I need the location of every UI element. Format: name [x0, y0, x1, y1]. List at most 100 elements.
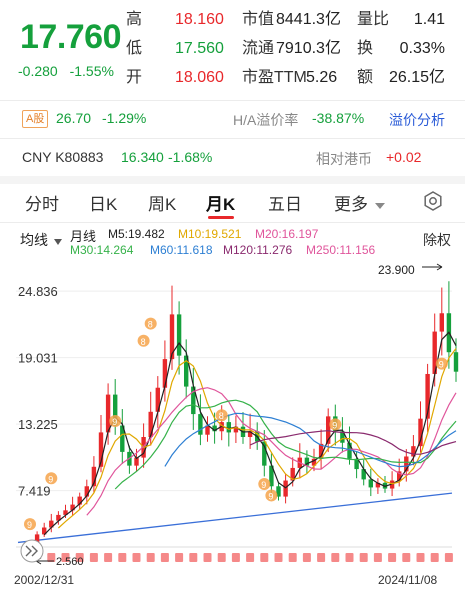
- ma120-value: M120:11.276: [223, 243, 293, 257]
- section-gap: [0, 176, 465, 184]
- bottom-marker: [189, 553, 198, 562]
- high-label: 高: [126, 11, 143, 28]
- bottom-marker: [217, 553, 226, 562]
- candle-body: [283, 480, 288, 497]
- tab-weekly-k[interactable]: 周K: [148, 195, 177, 214]
- tab-monthly-k[interactable]: 月K: [206, 195, 236, 214]
- trend-line-segment: [17, 492, 453, 544]
- bottom-marker: [416, 553, 425, 562]
- pe-ttm-label: 市盈TTM: [242, 69, 307, 86]
- y-axis-label: 13.225: [18, 417, 58, 432]
- float-cap-value: 7910.3亿: [276, 40, 341, 57]
- float-cap-label: 流通: [242, 40, 275, 57]
- quote-panel: 17.760 -0.280 -1.55% 高 18.160 市值 8441.3亿…: [0, 0, 465, 100]
- caret-down-icon: [53, 239, 62, 245]
- candle-body: [347, 442, 352, 459]
- volume-ratio-label: 量比: [357, 11, 390, 28]
- bottom-marker: [231, 553, 240, 562]
- signal-marker: [109, 414, 122, 427]
- x-start-label: 2002/12/31: [14, 573, 74, 587]
- moving-average-line: [249, 430, 457, 455]
- bottom-marker: [47, 553, 56, 562]
- adjustment-selector[interactable]: 除权: [423, 232, 451, 248]
- bottom-marker: [89, 553, 98, 562]
- pe-ttm-value: 5.26: [306, 69, 338, 86]
- bottom-marker: [359, 553, 368, 562]
- candle-body: [425, 373, 430, 419]
- bottom-marker: [402, 553, 411, 562]
- premium-analysis-link[interactable]: 溢价分析: [389, 112, 445, 128]
- candle-body: [212, 425, 217, 432]
- candle-body: [98, 432, 104, 467]
- candle-body: [368, 479, 373, 488]
- candle-body: [397, 471, 402, 481]
- a-share-row[interactable]: A股 26.70 -1.29% H/A溢价率 -38.87% 溢价分析: [0, 108, 465, 130]
- candle-body: [176, 314, 182, 356]
- change-percent: -1.55%: [69, 63, 114, 79]
- signal-marker: [265, 489, 278, 502]
- candle-body: [361, 469, 366, 480]
- ma250-value: M250:11.156: [306, 243, 376, 257]
- low-value: 17.560: [175, 40, 224, 57]
- bottom-marker: [288, 553, 297, 562]
- active-tab-indicator: [208, 216, 234, 219]
- signal-marker: [24, 518, 36, 531]
- cny-row[interactable]: CNY K80883 16.340 -1.68% 相对港币 +0.02: [0, 147, 465, 169]
- signal-marker-label: 9: [332, 420, 337, 430]
- amount-label: 额: [357, 69, 374, 86]
- candle-body: [269, 465, 274, 487]
- chart-period-tabs: 分时 日K 周K 月K 五日 更多: [0, 186, 465, 222]
- moving-average-line: [86, 387, 457, 516]
- candle-body: [42, 527, 47, 535]
- candle-body: [63, 510, 68, 515]
- premium-label: H/A溢价率: [233, 112, 299, 128]
- moving-average-line: [114, 399, 457, 490]
- tab-intraday[interactable]: 分时: [25, 195, 59, 214]
- signal-marker-label: 9: [261, 480, 266, 490]
- a-share-badge: A股: [22, 110, 49, 128]
- indicator-selector[interactable]: 均线: [20, 230, 62, 250]
- signal-marker-label: 9: [27, 520, 32, 530]
- relative-hkd-label: 相对港币: [316, 151, 372, 167]
- bottom-marker: [104, 553, 113, 562]
- signal-marker: [144, 317, 157, 330]
- y-axis-label: 19.031: [18, 351, 58, 366]
- candle-body: [155, 387, 160, 412]
- candle-body: [233, 426, 239, 433]
- volume-ratio-value: 1.41: [413, 11, 445, 28]
- candle-body: [148, 411, 153, 437]
- candle-body: [304, 457, 310, 466]
- candle-body: [311, 458, 317, 466]
- candle-body: [56, 514, 61, 521]
- settings-icon[interactable]: [422, 190, 444, 212]
- ma20-value: M20:16.197: [255, 227, 319, 241]
- tab-daily-k[interactable]: 日K: [89, 195, 118, 214]
- candle-body: [184, 355, 189, 387]
- tab-more[interactable]: 更多: [334, 190, 385, 215]
- signal-marker: [215, 409, 228, 422]
- candle-body: [404, 456, 409, 472]
- bottom-marker: [331, 553, 340, 562]
- candle-body: [262, 441, 267, 466]
- candle-body: [105, 394, 111, 433]
- bottom-marker: [203, 553, 212, 562]
- chart-grid: [16, 290, 452, 548]
- low-label: 低: [126, 40, 143, 57]
- candle-body: [354, 458, 359, 470]
- candle-body: [77, 496, 82, 505]
- divider: [0, 100, 465, 101]
- caret-down-icon: [374, 203, 385, 209]
- bottom-marker: [160, 553, 169, 562]
- candle-body: [169, 314, 175, 360]
- candle-body: [49, 520, 54, 528]
- cny-code: CNY K80883: [22, 149, 104, 165]
- candle-body: [120, 425, 125, 452]
- moving-average-bar: 均线 月线 M5:19.482 M10:19.521 M20:16.197 M3…: [0, 224, 465, 260]
- tab-five-day[interactable]: 五日: [268, 195, 302, 214]
- turnover-label: 换: [357, 40, 374, 57]
- bottom-marker: [317, 553, 326, 562]
- x-end-label: 2024/11/08: [378, 573, 437, 587]
- candle-body: [226, 422, 231, 433]
- turnover-value: 0.33%: [399, 40, 445, 57]
